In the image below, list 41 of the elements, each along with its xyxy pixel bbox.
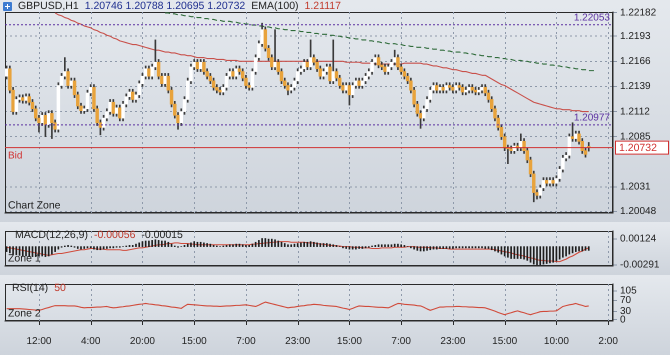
chart-title: RSI(14) [12,282,48,294]
y-tick-label: 1.2166 [620,56,652,68]
x-tick-label: 4:00 [80,336,101,347]
y-tick-label: 1.20048 [620,206,657,218]
annotation: 50 [54,282,66,294]
y-tick-label: 1.2112 [620,106,650,118]
x-tick-label: 10:00 [544,336,570,347]
annotation: Zone 1 [8,252,41,265]
x-tick-label: 2:00 [598,336,618,347]
chart-subtitle: 1.20746 1.20788 1.20695 1.20732 [84,0,246,12]
x-tick-label: 23:00 [285,336,311,347]
y-tick-label: 105 [620,286,638,297]
x-tick-label: 15:00 [182,336,208,347]
y-tick-label: 1.2085 [620,131,652,142]
annotation: -0.00015 [141,229,183,241]
ref-line-label: 1.22053 [574,12,610,24]
annotation: Zone 2 [8,308,41,320]
text: 1.20732 [619,142,658,154]
x-tick-label: 20:00 [130,336,156,347]
x-tick-label: 23:00 [440,336,466,347]
y-tick-label: 1.22182 [620,7,657,18]
x-tick-label: 15:00 [336,336,362,347]
y-tick-label: 1.2193 [620,30,652,42]
ref-line-label: 1.20977 [574,112,610,124]
x-tick-label: 15:00 [492,336,518,347]
chart-title: GBPUSD,H1 [18,0,79,12]
y-tick-label: 70 [620,295,632,306]
annotation: -0.00056 [94,229,136,241]
ref-line-label: Bid [8,150,22,162]
y-tick-label: 1.2139 [620,81,652,92]
chart-title: MACD(12,26,9) [15,229,88,241]
x-tick-label: 12:00 [26,336,52,347]
x-tick-label: 7:00 [236,336,256,347]
y-tick-label: 1.2031 [620,182,652,193]
annotation: EMA(100) [251,0,299,12]
x-tick-label: 7:00 [391,336,412,347]
y-tick-label: 0 [620,314,626,326]
annotation: Chart Zone [8,200,61,212]
y-tick-label: 0.00124 [620,234,657,245]
annotation: 1.21117 [304,0,341,12]
y-tick-label: -0.00291 [620,260,660,271]
